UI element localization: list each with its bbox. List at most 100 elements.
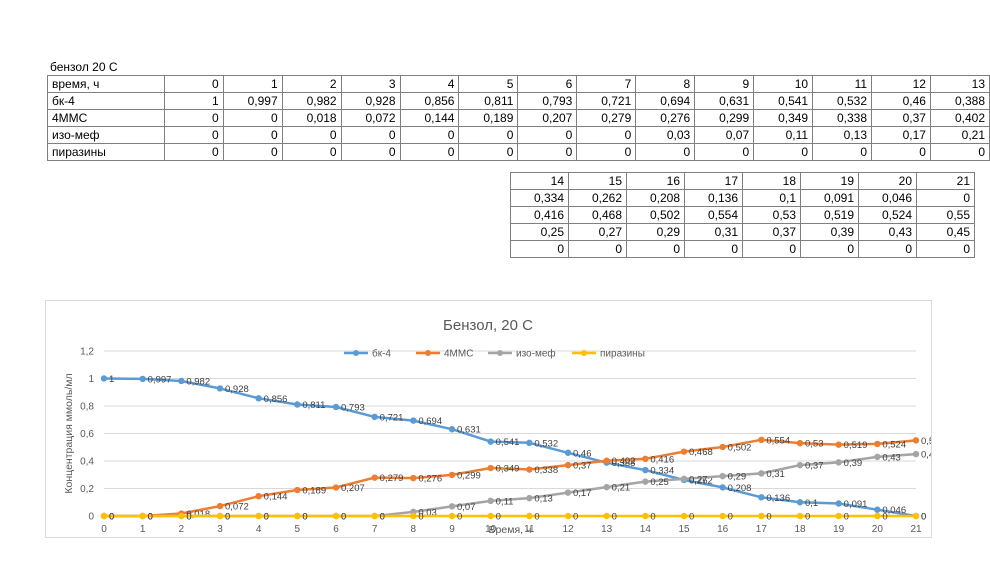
time-cell[interactable]: 0 — [163, 75, 224, 93]
time-cell[interactable]: 1 — [222, 75, 283, 93]
value-cell[interactable]: 0,43 — [858, 223, 917, 241]
value-cell[interactable]: 0,46 — [871, 92, 931, 110]
value-cell[interactable]: 0,388 — [929, 92, 990, 110]
value-cell[interactable]: 0,262 — [568, 189, 627, 207]
time-cell[interactable]: 6 — [517, 75, 578, 93]
time-cell[interactable]: 19 — [800, 172, 859, 190]
value-cell[interactable]: 0,189 — [458, 109, 519, 127]
value-cell[interactable]: 0,21 — [929, 126, 990, 144]
time-cell[interactable]: 5 — [458, 75, 519, 93]
value-cell[interactable]: 0 — [163, 126, 224, 144]
value-cell[interactable]: 0,502 — [626, 206, 685, 224]
value-cell[interactable]: 0 — [871, 143, 931, 161]
header-label-cell[interactable]: время, ч — [47, 75, 165, 93]
value-cell[interactable]: 0 — [576, 126, 637, 144]
value-cell[interactable]: 0,27 — [568, 223, 627, 241]
value-cell[interactable]: 0,208 — [626, 189, 685, 207]
value-cell[interactable]: 0 — [517, 126, 578, 144]
value-cell[interactable]: 0,13 — [812, 126, 873, 144]
value-cell[interactable]: 0,928 — [340, 92, 401, 110]
value-cell[interactable]: 0,554 — [684, 206, 743, 224]
value-cell[interactable]: 0,53 — [742, 206, 801, 224]
value-cell[interactable]: 0 — [812, 143, 873, 161]
value-cell[interactable]: 0 — [281, 126, 342, 144]
time-cell[interactable]: 13 — [929, 75, 990, 93]
value-cell[interactable]: 0,338 — [812, 109, 873, 127]
value-cell[interactable]: 0,136 — [684, 189, 743, 207]
time-cell[interactable]: 4 — [399, 75, 460, 93]
value-cell[interactable]: 0,402 — [929, 109, 990, 127]
value-cell[interactable]: 0,091 — [800, 189, 859, 207]
value-cell[interactable]: 0,416 — [510, 206, 569, 224]
value-cell[interactable]: 0,31 — [684, 223, 743, 241]
value-cell[interactable]: 0,349 — [753, 109, 814, 127]
value-cell[interactable]: 0 — [635, 143, 696, 161]
value-cell[interactable]: 0,856 — [399, 92, 460, 110]
time-cell[interactable]: 17 — [684, 172, 743, 190]
value-cell[interactable]: 0 — [222, 143, 283, 161]
value-cell[interactable]: 0,721 — [576, 92, 637, 110]
value-cell[interactable]: 0 — [753, 143, 814, 161]
time-cell[interactable]: 15 — [568, 172, 627, 190]
time-cell[interactable]: 10 — [753, 75, 814, 93]
time-cell[interactable]: 7 — [576, 75, 637, 93]
value-cell[interactable]: 0,694 — [635, 92, 696, 110]
value-cell[interactable]: 0 — [340, 143, 401, 161]
value-cell[interactable]: 0,018 — [281, 109, 342, 127]
value-cell[interactable]: 0 — [458, 126, 519, 144]
time-cell[interactable]: 8 — [635, 75, 696, 93]
value-cell[interactable]: 0,631 — [694, 92, 755, 110]
value-cell[interactable]: 0,1 — [742, 189, 801, 207]
time-cell[interactable]: 21 — [916, 172, 975, 190]
value-cell[interactable]: 0 — [576, 143, 637, 161]
time-cell[interactable]: 9 — [694, 75, 755, 93]
value-cell[interactable]: 0,541 — [753, 92, 814, 110]
value-cell[interactable]: 0 — [742, 240, 801, 258]
value-cell[interactable]: 0,811 — [458, 92, 519, 110]
value-cell[interactable]: 0,982 — [281, 92, 342, 110]
time-cell[interactable]: 16 — [626, 172, 685, 190]
value-cell[interactable]: 0,524 — [858, 206, 917, 224]
value-cell[interactable]: 0 — [458, 143, 519, 161]
value-cell[interactable]: 0,39 — [800, 223, 859, 241]
value-cell[interactable]: 0 — [163, 109, 224, 127]
value-cell[interactable]: 0 — [340, 126, 401, 144]
value-cell[interactable]: 0 — [222, 109, 283, 127]
time-cell[interactable]: 3 — [340, 75, 401, 93]
value-cell[interactable]: 0,37 — [742, 223, 801, 241]
value-cell[interactable]: 0 — [568, 240, 627, 258]
value-cell[interactable]: 0 — [694, 143, 755, 161]
time-cell[interactable]: 18 — [742, 172, 801, 190]
time-cell[interactable]: 14 — [510, 172, 569, 190]
value-cell[interactable]: 0,07 — [694, 126, 755, 144]
value-cell[interactable]: 0,793 — [517, 92, 578, 110]
value-cell[interactable]: 0,519 — [800, 206, 859, 224]
row-label-cell[interactable]: пиразины — [47, 143, 165, 161]
value-cell[interactable]: 0 — [929, 143, 990, 161]
value-cell[interactable]: 0,532 — [812, 92, 873, 110]
value-cell[interactable]: 0 — [916, 189, 975, 207]
value-cell[interactable]: 0 — [222, 126, 283, 144]
value-cell[interactable]: 0,207 — [517, 109, 578, 127]
value-cell[interactable]: 0,997 — [222, 92, 283, 110]
row-label-cell[interactable]: 4ММС — [47, 109, 165, 127]
value-cell[interactable]: 0 — [399, 126, 460, 144]
value-cell[interactable]: 0 — [510, 240, 569, 258]
value-cell[interactable]: 0 — [684, 240, 743, 258]
value-cell[interactable]: 0,03 — [635, 126, 696, 144]
value-cell[interactable]: 0,334 — [510, 189, 569, 207]
value-cell[interactable]: 0 — [163, 143, 224, 161]
value-cell[interactable]: 0,144 — [399, 109, 460, 127]
value-cell[interactable]: 0,279 — [576, 109, 637, 127]
value-cell[interactable]: 0,37 — [871, 109, 931, 127]
value-cell[interactable]: 0,29 — [626, 223, 685, 241]
value-cell[interactable]: 0,55 — [916, 206, 975, 224]
value-cell[interactable]: 0,299 — [694, 109, 755, 127]
value-cell[interactable]: 0 — [281, 143, 342, 161]
value-cell[interactable]: 0,046 — [858, 189, 917, 207]
value-cell[interactable]: 0 — [399, 143, 460, 161]
value-cell[interactable]: 0,45 — [916, 223, 975, 241]
time-cell[interactable]: 20 — [858, 172, 917, 190]
time-cell[interactable]: 11 — [812, 75, 873, 93]
time-cell[interactable]: 2 — [281, 75, 342, 93]
